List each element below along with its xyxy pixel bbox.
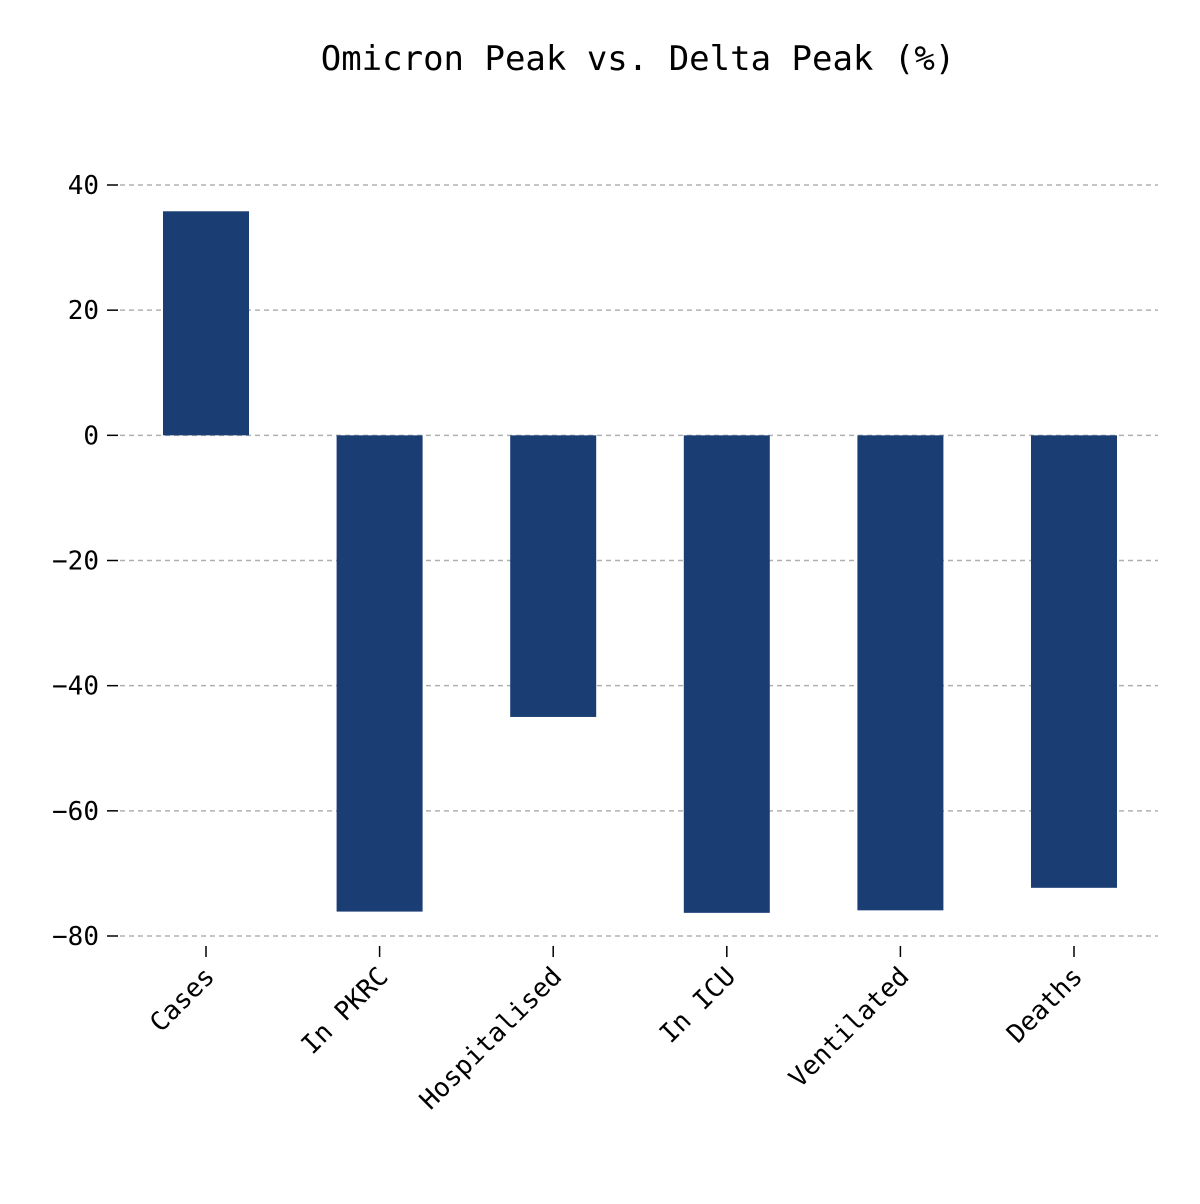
bar-hospitalised [510,435,597,717]
y-tick-label: 40 [68,171,99,201]
x-tick-label: Ventilated [783,962,915,1094]
x-tick-label: Cases [144,962,221,1039]
x-axis: Cases In PKRC Hospitalised In ICU Ventilated… [144,946,1089,1116]
y-tick-label: 20 [68,296,99,326]
x-tick-label: Hospitalised [414,962,568,1116]
bar-in-pkrc [336,435,423,912]
y-tick-label: 0 [83,421,99,451]
bar-ventilated [857,435,944,911]
y-tick-label: −80 [52,922,99,952]
grid [120,184,1158,937]
y-tick-label: −60 [52,797,99,827]
x-tick-label: Deaths [1001,962,1089,1050]
x-tick-label: In PKRC [296,962,395,1061]
y-tick-label: −40 [52,672,99,702]
bar-deaths [1031,435,1117,888]
y-tick-label: −20 [52,547,99,577]
y-axis: 40 20 0 −20 −40 −60 −80 [52,171,118,952]
x-tick-label: In ICU [654,962,742,1050]
bar-cases [163,211,249,436]
bar-in-icu [683,435,770,913]
chart-title: Omicron Peak vs. Delta Peak (%) [321,39,956,79]
bars [163,211,1117,913]
